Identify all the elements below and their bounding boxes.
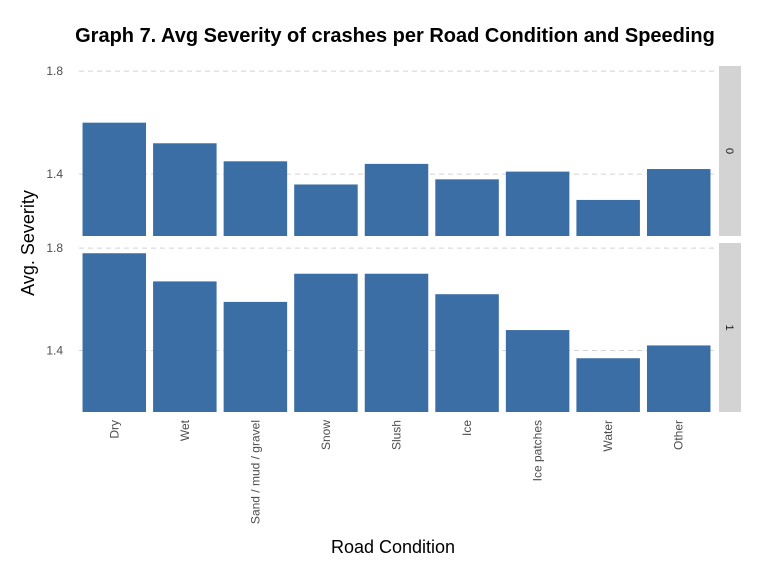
x-tick-label: Wet <box>178 419 192 441</box>
x-axis-ticks: Dry Wet Sand / mud / gravel Snow Slush Ice Ice… <box>107 419 685 524</box>
x-tick-label: Water <box>601 420 615 452</box>
facet-strip-label: 0 <box>723 148 735 154</box>
bar-water-speeding-0 <box>576 199 640 236</box>
bar-slush-speeding-0 <box>364 163 429 236</box>
x-tick-label: Snow <box>319 420 333 450</box>
y-tick-label: 1.4 <box>46 167 63 181</box>
x-tick-label: Sand / mud / gravel <box>248 420 262 524</box>
x-tick-label: Ice <box>460 420 474 436</box>
bar-ice-patches-speeding-0 <box>505 171 570 236</box>
facet-panels: 1.4 1.8 0 1.4 1.8 1 <box>46 64 741 412</box>
bar-wet-speeding-1 <box>153 281 217 412</box>
bar-dry-speeding-1 <box>82 253 147 412</box>
facet-strip <box>719 66 741 236</box>
x-tick-label: Other <box>672 420 686 450</box>
facet-strip <box>719 243 741 412</box>
bar-ice-patches-speeding-1 <box>505 330 570 412</box>
x-tick-label: Slush <box>390 420 404 450</box>
bar-snow-speeding-1 <box>294 273 358 412</box>
bar-other-speeding-0 <box>646 169 711 236</box>
x-tick-label: Ice patches <box>531 420 545 481</box>
bar-water-speeding-1 <box>576 358 640 412</box>
x-axis-title: Road Condition <box>331 537 455 557</box>
bar-wet-speeding-0 <box>153 143 217 236</box>
bar-other-speeding-1 <box>646 345 711 412</box>
bar-ice-speeding-0 <box>435 179 499 236</box>
y-axis-title: Avg. Severity <box>18 190 38 296</box>
y-tick-label: 1.4 <box>46 344 63 358</box>
y-tick-label: 1.8 <box>46 241 63 255</box>
facet-strip-label: 1 <box>723 324 735 330</box>
bar-sand-mud-gravel-speeding-0 <box>223 161 288 236</box>
y-tick-label: 1.8 <box>46 64 63 78</box>
bar-slush-speeding-1 <box>364 273 429 412</box>
bar-snow-speeding-0 <box>294 184 358 236</box>
chart-title: Graph 7. Avg Severity of crashes per Roa… <box>75 25 715 47</box>
facet-panel-1: 1.4 1.8 1 <box>46 241 741 412</box>
bar-ice-speeding-1 <box>435 294 499 412</box>
bar-dry-speeding-0 <box>82 122 147 236</box>
facet-panel-0: 1.4 1.8 0 <box>46 64 741 236</box>
x-tick-label: Dry <box>107 420 121 439</box>
bar-sand-mud-gravel-speeding-1 <box>223 301 288 412</box>
